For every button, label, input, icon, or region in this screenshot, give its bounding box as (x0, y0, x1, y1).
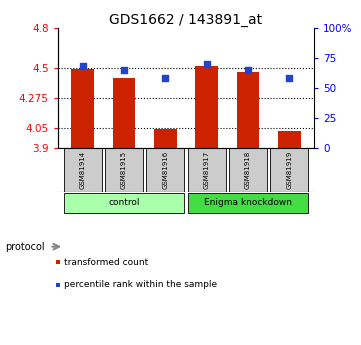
Point (80, 63, 86, 69)
Bar (71, 69, 94, 148)
Text: GSM81919: GSM81919 (286, 151, 292, 189)
Point (245, 67, 251, 72)
Text: GSM81918: GSM81918 (245, 151, 251, 189)
Bar (146, 148, 184, 192)
Bar (113, 79, 135, 148)
Bar (270, 148, 308, 192)
Bar (64, 193, 184, 213)
Bar (64, 148, 101, 192)
Bar (154, 129, 177, 148)
Point (286, 76, 292, 81)
Bar (278, 131, 301, 148)
Bar (188, 148, 226, 192)
Point (121, 67, 127, 72)
Bar (188, 193, 308, 213)
Text: control: control (108, 198, 140, 207)
Text: Enigma knockdown: Enigma knockdown (204, 198, 292, 207)
Bar (195, 67, 218, 148)
Bar (229, 148, 267, 192)
Text: GSM81914: GSM81914 (79, 151, 86, 189)
Text: protocol: protocol (5, 242, 45, 252)
Point (204, 61, 209, 67)
Point (162, 76, 168, 81)
Title: GDS1662 / 143891_at: GDS1662 / 143891_at (109, 12, 262, 27)
Text: GSM81915: GSM81915 (121, 151, 127, 189)
Text: transformed count: transformed count (64, 258, 148, 267)
Text: GSM81917: GSM81917 (204, 151, 210, 189)
Bar (236, 72, 259, 148)
Text: percentile rank within the sample: percentile rank within the sample (64, 280, 217, 289)
Bar (105, 148, 143, 192)
Text: GSM81916: GSM81916 (162, 151, 168, 189)
